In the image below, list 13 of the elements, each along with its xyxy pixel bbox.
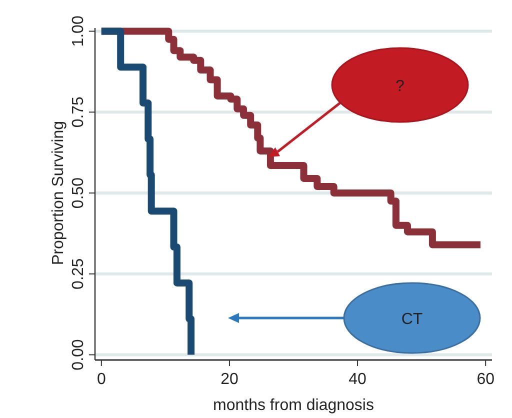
x-tick-label: 40 xyxy=(348,371,367,388)
y-tick-label: 0.25 xyxy=(70,258,87,290)
y-tick-label: 0.00 xyxy=(70,339,87,370)
annotation: ? xyxy=(396,78,405,95)
y-tick-label: 1.00 xyxy=(70,16,87,47)
x-tick-label: 60 xyxy=(476,371,495,388)
annotation: CT xyxy=(401,311,423,328)
y-tick-label: 0.50 xyxy=(70,177,87,209)
x-tick-label: 0 xyxy=(96,371,106,388)
x-tick-label: 20 xyxy=(220,371,238,388)
y-axis-title: Proportion Surviving xyxy=(50,120,67,266)
y-tick-label: 0.75 xyxy=(70,96,87,128)
x-axis-title: months from diagnosis xyxy=(213,397,374,414)
